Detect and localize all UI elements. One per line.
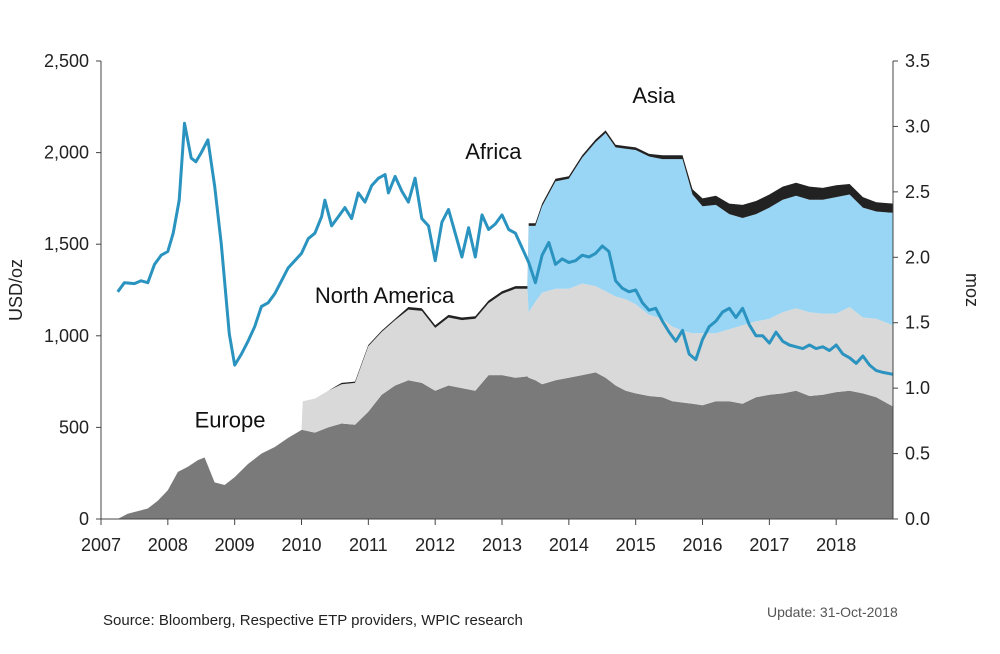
x-tick-label: 2008 (148, 535, 188, 555)
region-label-asia: Asia (632, 83, 676, 108)
y-right-tick-label: 1.5 (905, 313, 930, 333)
y-left-tick-label: 1,000 (44, 326, 89, 346)
y-left-tick-label: 2,500 (44, 51, 89, 71)
x-tick-label: 2007 (81, 535, 121, 555)
region-labels-layer: Europe North America Africa Asia (195, 83, 676, 433)
x-tick-label: 2009 (215, 535, 255, 555)
y-right-tick-label: 3.5 (905, 51, 930, 71)
y-right-tick-label: 2.5 (905, 182, 930, 202)
x-tick-label: 2013 (482, 535, 522, 555)
region-label-north-america: North America (315, 283, 455, 308)
y-left-axis-title: USD/oz (6, 259, 26, 321)
region-label-africa: Africa (465, 139, 522, 164)
x-tick-label: 2011 (349, 535, 388, 555)
y-left-tick-label: 0 (79, 509, 89, 529)
x-tick-label: 2012 (415, 535, 455, 555)
x-tick-label: 2016 (682, 535, 722, 555)
source-note: Source: Bloomberg, Respective ETP provid… (103, 612, 523, 629)
y-right-tick-label: 1.0 (905, 378, 930, 398)
y-left-tick-label: 2,000 (44, 143, 89, 163)
x-tick-label: 2017 (749, 535, 789, 555)
price-line-layer (116, 121, 894, 376)
area-north-america (117, 283, 893, 519)
price-line (116, 121, 894, 376)
y-right-tick-label: 2.0 (905, 247, 930, 267)
region-label-europe: Europe (195, 407, 266, 432)
x-tick-label: 2014 (549, 535, 589, 555)
area-asia (117, 133, 893, 519)
axes-layer: 0 500 1,000 1,500 2,000 2,500 0.0 0.5 1.0 1.5 2.0 2… (6, 51, 982, 555)
y-left-tick-label: 1,500 (44, 234, 89, 254)
area-europe (117, 372, 893, 519)
x-tick-label: 2010 (281, 535, 321, 555)
update-note: Update: 31-Oct-2018 (767, 604, 898, 620)
x-tick-label: 2018 (816, 535, 856, 555)
y-right-tick-label: 0.0 (905, 509, 930, 529)
stacked-area-layer (117, 130, 893, 519)
y-right-tick-label: 0.5 (905, 444, 930, 464)
x-tick-label: 2015 (616, 535, 656, 555)
y-right-tick-label: 3.0 (905, 116, 930, 136)
y-left-tick-label: 500 (59, 417, 89, 437)
y-right-axis-title: moz (962, 273, 982, 307)
